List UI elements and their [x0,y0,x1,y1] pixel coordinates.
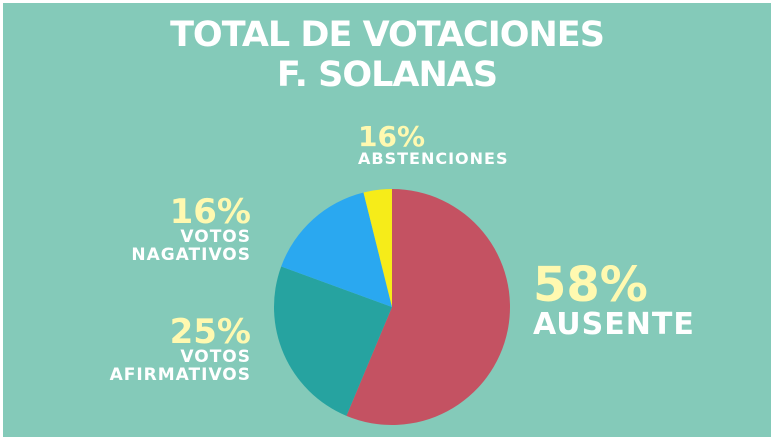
label-negativos-line-2: NAGATIVOS [131,244,251,265]
label-negativos-percent: 16% [169,192,251,232]
label-ausente-percent: 58% [533,257,648,313]
label-votos-negativos: 16% VOTOS NAGATIVOS [103,195,251,265]
title-line-2: F. SOLANAS [276,55,498,95]
label-afirmativos-line-1: VOTOS [180,347,251,367]
pie-slice-votos-afirmativos [274,266,392,416]
label-abstenciones-percent: 16% [358,120,426,153]
label-negativos-line-1: VOTOS [180,227,251,247]
pie-slice-votos-nagativos [281,192,392,307]
chart-frame: TOTAL DE VOTACIONES F. SOLANAS 16% ABSTE… [3,3,771,437]
label-ausente-text: AUSENTE [533,307,695,342]
label-abstenciones: 16% ABSTENCIONES [358,123,508,168]
title-line-1: TOTAL DE VOTACIONES [170,15,605,55]
label-abstenciones-text: ABSTENCIONES [358,149,509,168]
chart-title: TOTAL DE VOTACIONES F. SOLANAS [3,15,771,95]
label-votos-afirmativos: 25% VOTOS AFIRMATIVOS [83,315,251,385]
pie-slice-ausente [346,189,510,425]
label-afirmativos-line-2: AFIRMATIVOS [109,364,251,385]
pie-chart [274,189,510,425]
pie-slice-abstenciones [363,189,392,307]
label-afirmativos-percent: 25% [169,312,251,352]
label-ausente: 58% AUSENTE [533,261,695,341]
